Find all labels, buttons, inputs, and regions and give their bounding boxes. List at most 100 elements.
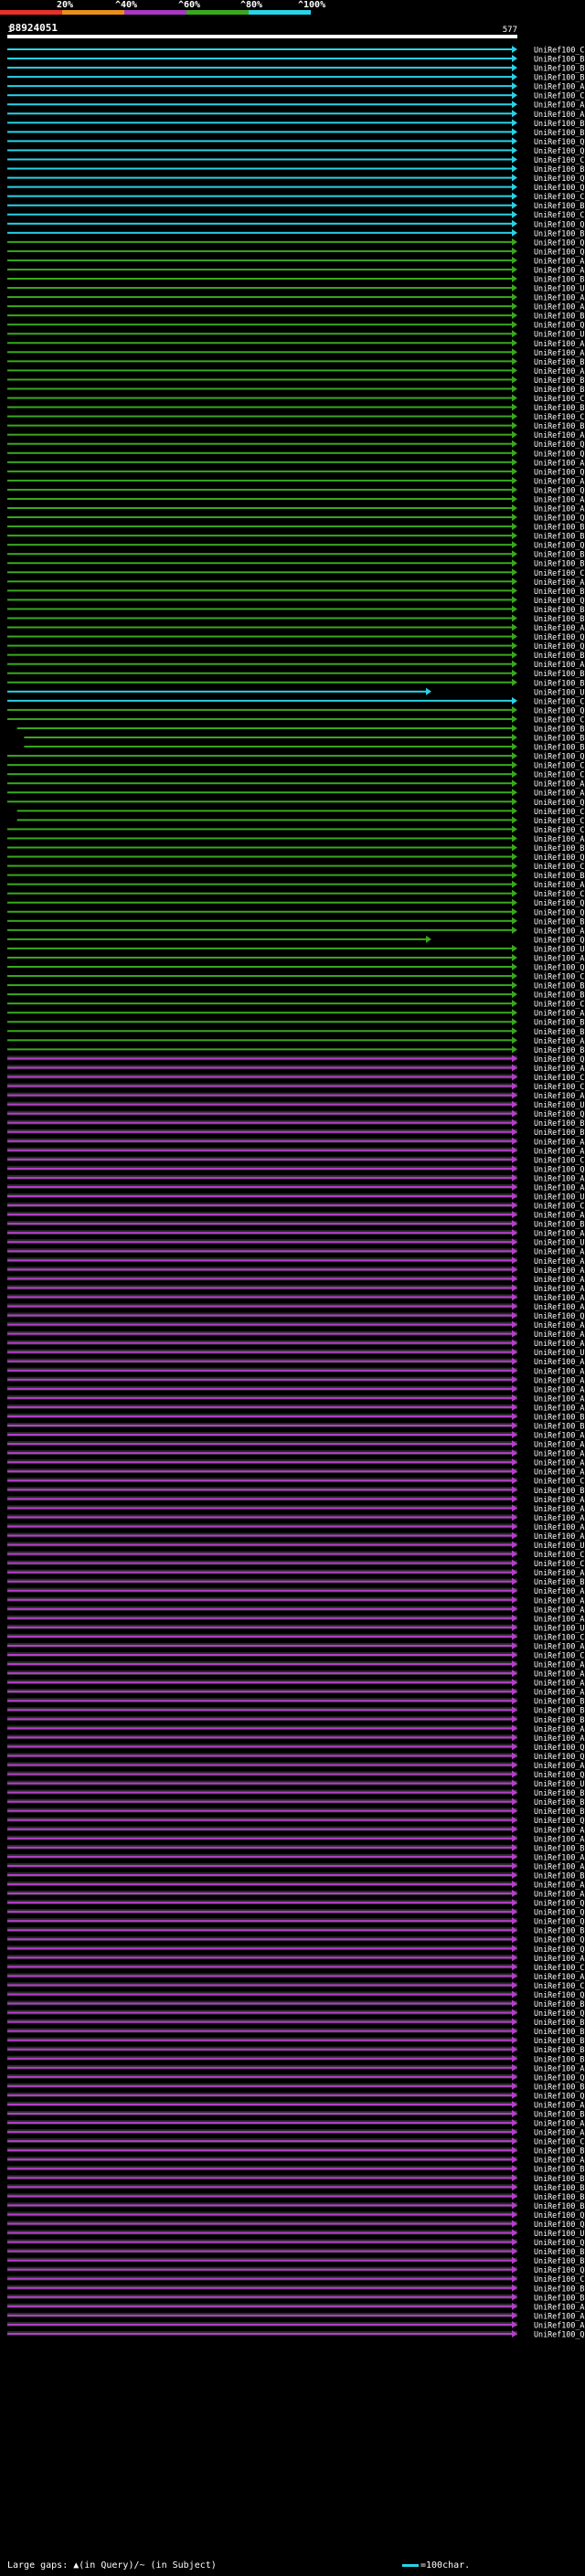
hit-label: UniRef100_Q2QYR8 xyxy=(534,485,585,494)
hit-bar xyxy=(7,1241,514,1244)
hit-bar xyxy=(7,975,514,978)
hit-row: UniRef100_B8LL70 xyxy=(7,201,585,210)
hit-bar xyxy=(7,562,514,565)
hit-label: UniRef100_A9RFU1 xyxy=(534,430,585,440)
hit-row: UniRef100_A3C7U9 xyxy=(7,458,585,467)
hit-arrow xyxy=(512,1595,517,1604)
hit-arrow xyxy=(512,2302,517,2310)
hit-bar xyxy=(7,855,514,858)
hit-label: UniRef100_A9SI85 xyxy=(534,2119,585,2128)
hit-row: UniRef100_B9N144 xyxy=(7,385,585,394)
hit-arrow xyxy=(512,641,517,650)
hit-bar xyxy=(7,1030,514,1033)
hit-row: UniRef100_C0P412 xyxy=(7,770,585,779)
hit-row: UniRef100_A7QQF9 xyxy=(7,366,585,376)
hit-label: UniRef100_A0BEG2 xyxy=(534,1366,585,1375)
hit-label: UniRef100_B7G2Q6 xyxy=(534,1871,585,1880)
hit-bar xyxy=(7,2177,514,2179)
hit-arrow xyxy=(512,1715,517,1723)
hit-row: UniRef100_A2ZHB7 xyxy=(7,504,585,514)
hit-arrow xyxy=(512,110,517,118)
scale-band-green xyxy=(186,10,249,15)
hit-arrow xyxy=(512,1440,517,1448)
hit-bar xyxy=(7,782,514,785)
hit-label: UniRef100_Q2QR27 xyxy=(534,641,585,651)
hit-label: UniRef100_A0C8B7 xyxy=(534,1384,585,1394)
hit-arrow xyxy=(512,1881,517,1888)
hit-arrow xyxy=(512,1641,517,1649)
hit-label: UniRef100_A2YM06 xyxy=(534,834,585,843)
hit-label: UniRef100_B6TWB0 xyxy=(534,275,585,284)
hit-row: UniRef100_Q5CGK9 xyxy=(7,1752,585,1761)
hit-row: UniRef100_A5BF43 xyxy=(7,302,585,312)
hit-label: UniRef100_B4FBR0 xyxy=(534,743,585,752)
hit-label: UniRef100_A0D6B7 xyxy=(534,1256,585,1266)
hit-label: UniRef100_Q0ILN1 xyxy=(534,752,585,761)
hit-arrow xyxy=(512,2110,517,2117)
hit-bar xyxy=(7,1140,514,1142)
hit-row: UniRef100_B9S2N7 xyxy=(7,1788,585,1797)
hit-arrow xyxy=(512,734,517,741)
hit-bar xyxy=(7,1966,514,1968)
hit-row: UniRef100_C0M4T6 xyxy=(7,2274,585,2284)
hit-bar xyxy=(7,1415,514,1417)
hit-bar xyxy=(24,737,514,738)
hit-label: UniRef100_Q7XR13 xyxy=(534,1164,585,1173)
hit-row: UniRef100_Q0M8R7 xyxy=(7,238,585,247)
hit-arrow xyxy=(512,2119,517,2127)
hit-label: UniRef100_C5XFA2 xyxy=(534,1981,585,1990)
hit-row: UniRef100_B8LPK6 xyxy=(7,2284,585,2293)
hit-label: UniRef100_Q7Z6B9 xyxy=(534,853,585,862)
hit-label: UniRef100_A2YRN9 xyxy=(534,789,585,798)
hit-arrow xyxy=(512,155,517,164)
hit-row: UniRef100_A4BLW4 xyxy=(7,1229,585,1238)
hit-row: UniRef100_Q7RP07 xyxy=(7,2210,585,2220)
hit-arrow xyxy=(512,265,517,273)
hit-arrow xyxy=(512,981,517,990)
hit-arrow xyxy=(512,1045,517,1054)
hit-bar xyxy=(7,451,514,454)
hit-row: UniRef100_B9HM68 xyxy=(7,312,585,321)
hit-bar xyxy=(7,249,514,252)
hit-bar xyxy=(7,305,514,308)
hit-label: UniRef100_Q0BB59 xyxy=(534,1311,585,1320)
hit-bar xyxy=(7,1351,514,1353)
hit-bar xyxy=(7,1277,514,1280)
hit-label: UniRef100_A2Z622 xyxy=(534,926,585,935)
hit-bar xyxy=(7,1250,514,1253)
hit-arrow xyxy=(512,1670,517,1678)
hit-row: UniRef100_B8BV57 xyxy=(7,1412,585,1421)
hit-bar xyxy=(16,819,514,822)
hit-row: UniRef100_A9MAR0 xyxy=(7,1320,585,1330)
hit-row: UniRef100_Q0D0N7 xyxy=(7,632,585,641)
hit-bar xyxy=(7,2075,514,2078)
hit-label: UniRef100_B9H416 xyxy=(534,843,585,853)
hit-row: UniRef100_UP1000... xyxy=(7,1623,585,1632)
hit-label: UniRef100_A7L5U7 xyxy=(534,1834,585,1843)
hit-bar xyxy=(7,1883,514,1885)
hit-label: UniRef100_Q0M8R7 xyxy=(534,238,585,247)
query-bar: 1 577 xyxy=(7,26,517,38)
hit-row: UniRef100_A0D1S9 xyxy=(7,1431,585,1440)
hit-bar xyxy=(7,140,514,143)
hit-label: UniRef100_A2WVU5 xyxy=(534,660,585,669)
hit-label: UniRef100_A7PV59 xyxy=(534,256,585,265)
hit-row: UniRef100_A5C3B0 xyxy=(7,578,585,587)
hit-row: UniRef100_A0DER4 xyxy=(7,1440,585,1449)
hit-row: UniRef100_A9SI85 xyxy=(7,2119,585,2128)
hit-arrow xyxy=(512,146,517,154)
hit-arrow xyxy=(512,761,517,769)
hit-bar xyxy=(16,726,514,729)
hit-arrow xyxy=(512,1899,517,1907)
hit-arrow xyxy=(512,1541,517,1549)
hit-arrow xyxy=(512,293,517,302)
hit-label: UniRef100_UP1000... xyxy=(534,944,585,953)
hit-label: UniRef100_A0CBF9 xyxy=(534,1357,585,1366)
hit-arrow xyxy=(512,1825,517,1833)
hit-row: UniRef100_B6TTI9 xyxy=(16,724,585,733)
hit-arrow xyxy=(512,1908,517,1916)
hit-row: UniRef100_UP1000... xyxy=(7,1541,585,1550)
hit-bar xyxy=(7,1754,514,1757)
hit-arrow xyxy=(512,1852,517,1860)
hit-arrow xyxy=(512,789,517,797)
